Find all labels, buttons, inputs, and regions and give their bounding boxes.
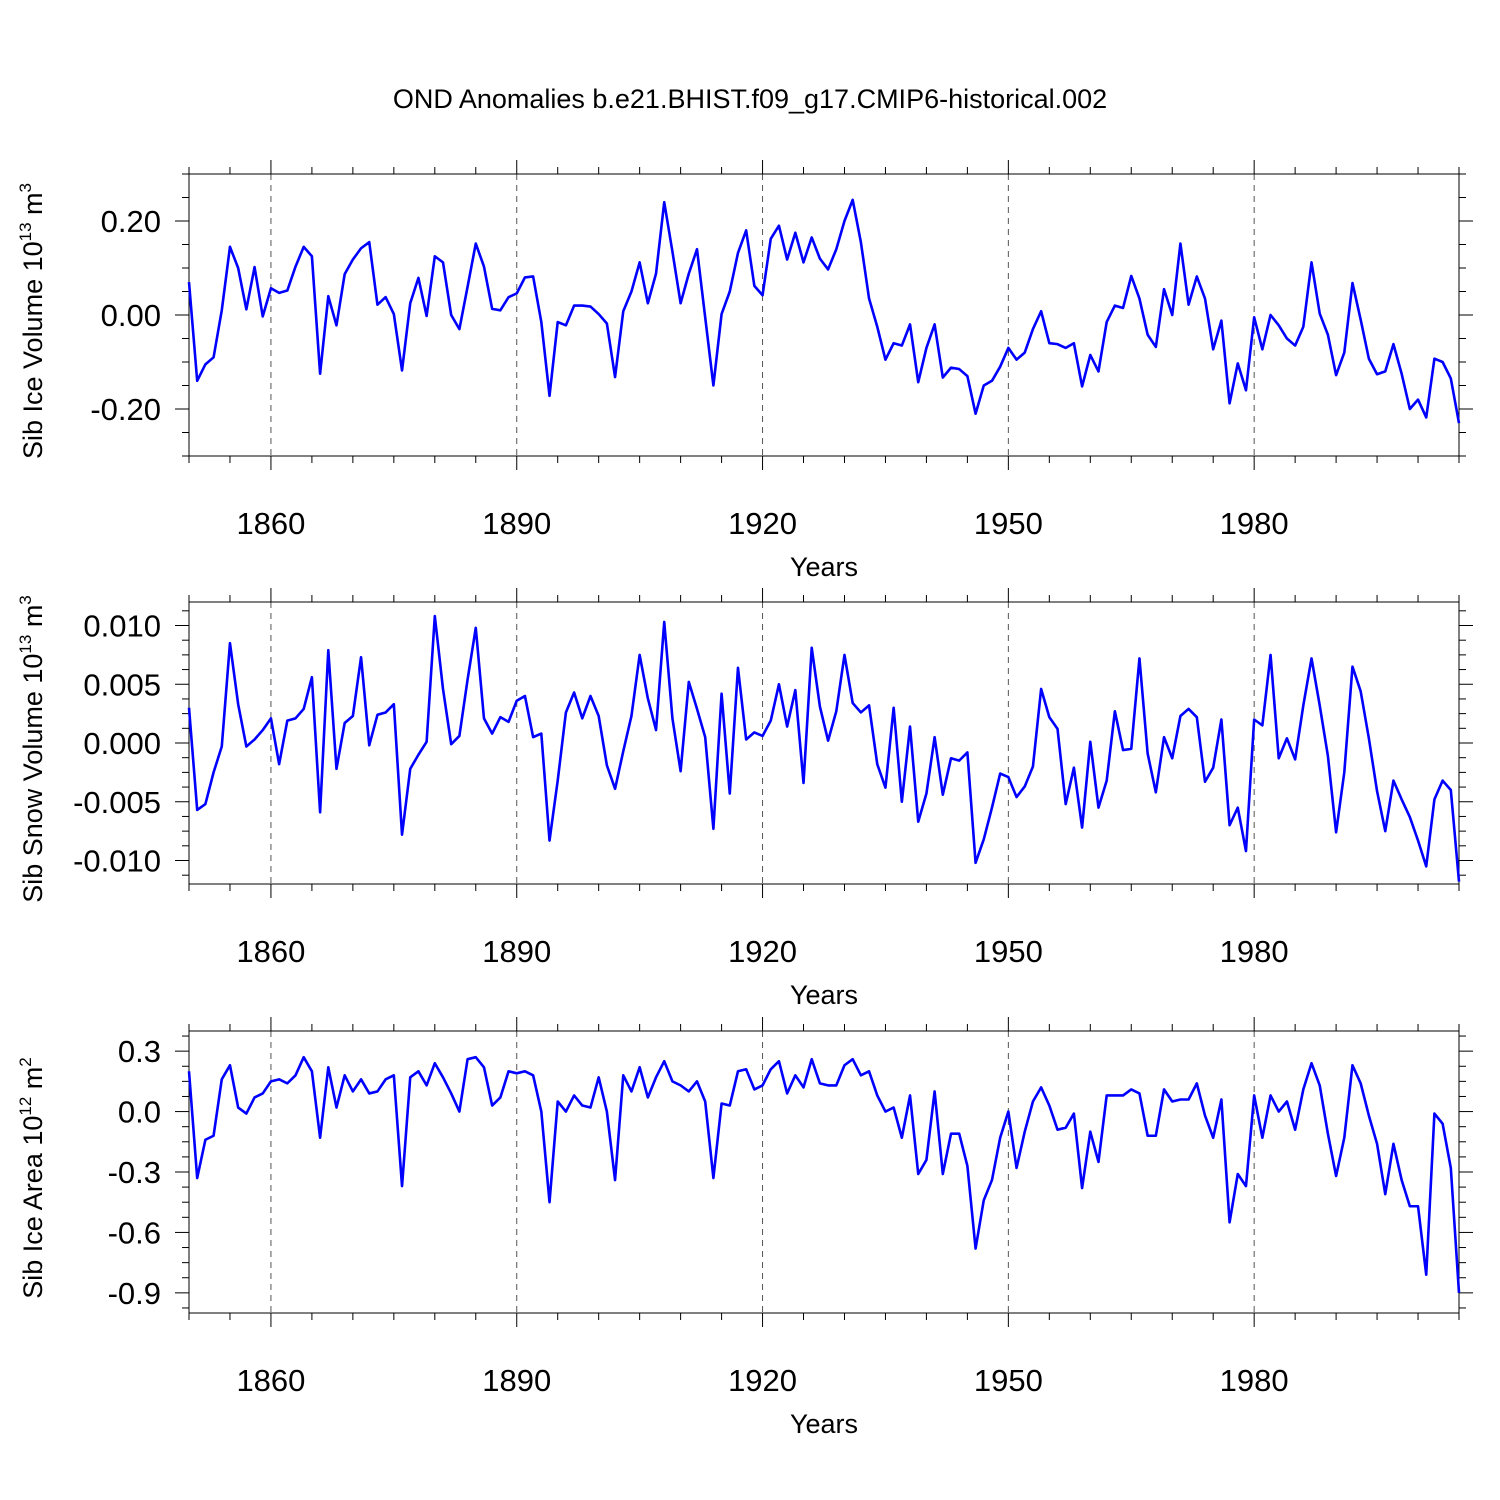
panel-1: 0.20 0.00 -0.20 1860 1890 1920 1950 1980 Years Si… — [16, 160, 1473, 582]
series-line — [187, 1055, 1461, 1293]
panel-3: 0.3 0.0 -0.3 -0.6 -0.9 1860 1890 1920 1950 1980 Ye… — [16, 1017, 1473, 1439]
y-tick-label: 0.00 — [101, 298, 161, 333]
y-tick-label: 0.010 — [83, 609, 161, 644]
y-tick-label: 0.0 — [118, 1095, 161, 1130]
y-axis-title: Sib Snow Volume 1013 m3 — [16, 595, 48, 903]
x-tick-label: 1920 — [728, 506, 797, 541]
series-line — [187, 198, 1461, 424]
y-tick-label: 0.3 — [118, 1034, 161, 1069]
x-tick-label: 1890 — [482, 506, 551, 541]
y-tick-label: -0.3 — [108, 1155, 161, 1190]
y-tick-label: 0.000 — [83, 726, 161, 761]
y-tick-label: -0.005 — [73, 785, 161, 820]
x-axis-title: Years — [790, 552, 858, 582]
y-tick-label: 0.005 — [83, 667, 161, 702]
y-tick-label: -0.010 — [73, 844, 161, 879]
plot-frame — [188, 601, 1460, 885]
x-tick-label: 1920 — [728, 1363, 797, 1398]
x-axis-title: Years — [790, 1409, 858, 1439]
x-tick-label: 1860 — [236, 1363, 305, 1398]
chart-title: OND Anomalies b.e21.BHIST.f09_g17.CMIP6-… — [392, 84, 1108, 114]
x-tick-label: 1860 — [236, 506, 305, 541]
x-tick-label: 1890 — [482, 1363, 551, 1398]
x-tick-label: 1950 — [974, 934, 1043, 969]
plot-frame — [188, 1030, 1460, 1314]
x-tick-label: 1860 — [236, 934, 305, 969]
y-axis-title: Sib Ice Volume 1013 m3 — [16, 183, 48, 459]
series-line — [187, 614, 1461, 882]
x-tick-label: 1980 — [1220, 1363, 1289, 1398]
x-tick-label: 1920 — [728, 934, 797, 969]
x-tick-label: 1890 — [482, 934, 551, 969]
x-tick-label: 1950 — [974, 1363, 1043, 1398]
panel-2: 0.010 0.005 0.000 -0.005 -0.010 1860 1890 1920 1… — [16, 588, 1473, 1010]
plot-frame — [188, 173, 1460, 457]
x-tick-label: 1980 — [1220, 934, 1289, 969]
y-tick-label: -0.20 — [90, 392, 161, 427]
y-tick-label: -0.6 — [108, 1215, 161, 1250]
x-tick-label: 1980 — [1220, 506, 1289, 541]
x-tick-label: 1950 — [974, 506, 1043, 541]
x-axis-title: Years — [790, 980, 858, 1010]
y-tick-label: 0.20 — [101, 204, 161, 239]
y-axis-title: Sib Ice Area 1012 m2 — [16, 1057, 48, 1299]
y-tick-label: -0.9 — [108, 1276, 161, 1311]
